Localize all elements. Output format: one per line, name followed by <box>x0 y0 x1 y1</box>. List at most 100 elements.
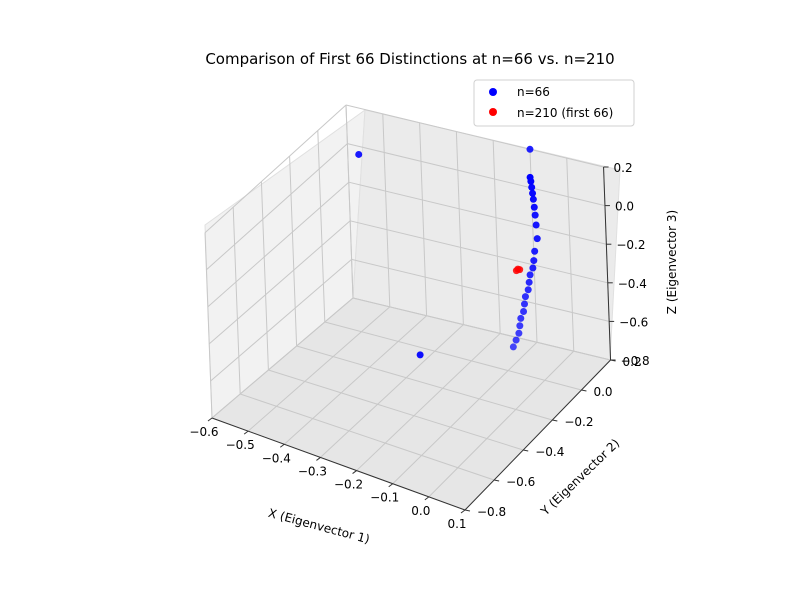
legend-box <box>473 79 635 127</box>
data-points <box>355 145 541 359</box>
legend-label-n66: n=66 <box>517 85 550 99</box>
x-tick-label: −0.4 <box>262 451 291 465</box>
grid-line-x <box>320 324 464 458</box>
grid-line-x <box>455 131 464 325</box>
y-tick-mark <box>581 389 587 392</box>
axis-lines <box>207 166 616 514</box>
point-n66 <box>520 307 528 315</box>
point-n66 <box>416 351 424 359</box>
grid-line-x <box>392 341 538 485</box>
grid-line-y <box>324 321 582 391</box>
grid-line-x <box>382 113 391 307</box>
grid-line-x <box>356 333 501 471</box>
grid-line-z <box>206 143 348 271</box>
grid-line-x <box>247 306 391 432</box>
point-n66 <box>516 322 524 330</box>
chart-title: Comparison of First 66 Distinctions at n… <box>205 50 614 68</box>
x-tick-label: 0.0 <box>411 504 430 518</box>
y-tick-label: −0.4 <box>535 445 564 459</box>
y-tick-label: 0.0 <box>593 385 612 399</box>
grid-line-y <box>268 369 524 451</box>
grid-line-y <box>289 156 298 347</box>
point-n66 <box>533 235 541 243</box>
point-n66 <box>355 150 363 158</box>
point-n66 <box>526 271 534 279</box>
z-tick-label: −0.8 <box>621 354 650 368</box>
x-axis-line <box>211 417 466 511</box>
x-tick-mark <box>316 457 321 461</box>
x-tick-label: −0.5 <box>226 438 255 452</box>
grid-line-z <box>347 143 606 207</box>
x-tick-mark <box>460 509 466 514</box>
x-tick-label: 0.1 <box>447 517 466 531</box>
y-tick-label: −0.2 <box>564 415 593 429</box>
grid-line-x <box>283 315 427 445</box>
x-tick-label: −0.1 <box>370 491 399 505</box>
y-axis-line <box>464 359 611 511</box>
point-n66 <box>528 183 536 191</box>
y-tick-mark <box>464 509 471 512</box>
y-tick-mark <box>523 449 529 452</box>
grid-line-y <box>240 393 495 481</box>
z-tick-label: 0.2 <box>614 161 633 175</box>
grid-line-z <box>350 220 608 284</box>
grid-line-z <box>352 297 611 361</box>
grid-line-z <box>208 220 351 345</box>
point-n66 <box>532 221 540 229</box>
grid-line-y <box>232 207 241 395</box>
z-tick-label: 0.0 <box>615 200 634 214</box>
z-tick-label: −0.6 <box>619 315 648 329</box>
tick-labels: −0.6 −0.5 −0.4 −0.3 −0.2 −0.1 0.0 0.1 −0.8 −0.6 −0… <box>189 161 649 531</box>
x-tick-mark <box>388 483 394 488</box>
legend: n=66 n=210 (first 66) <box>473 79 635 127</box>
grid-line-y <box>204 232 213 419</box>
y-tick-mark <box>494 479 500 482</box>
point-n66 <box>512 336 520 344</box>
y-tick-label: −0.6 <box>506 475 535 489</box>
grid-line-y <box>317 130 326 323</box>
point-n66 <box>525 278 533 286</box>
axes-panes <box>204 108 621 511</box>
grid-line-x <box>492 140 501 334</box>
point-n66 <box>526 145 534 153</box>
point-n66 <box>527 177 535 185</box>
grid-line-x <box>419 122 428 316</box>
grid-line-x <box>428 350 575 498</box>
point-n66 <box>515 329 523 337</box>
z-tick-label: −0.2 <box>616 238 645 252</box>
point-n66 <box>524 286 532 294</box>
y-tick-label: 0.2 <box>623 355 642 369</box>
grid-line-z <box>207 181 350 308</box>
point-n66 <box>530 203 538 211</box>
point-n66 <box>529 264 537 272</box>
grid-line-y <box>260 181 269 371</box>
x-tick-label: −0.3 <box>298 464 327 478</box>
x-tick-mark <box>279 443 285 448</box>
legend-label-n210: n=210 (first 66) <box>517 106 613 120</box>
point-n66 <box>529 195 537 203</box>
grid-line-z <box>348 181 607 245</box>
y-tick-mark <box>552 419 558 422</box>
grid-line-y <box>345 104 354 299</box>
grid-line-x <box>566 158 575 352</box>
x-tick-label: −0.2 <box>334 478 363 492</box>
x-tick-mark <box>207 417 213 422</box>
x-tick-mark <box>352 470 357 474</box>
point-n66 <box>530 257 538 265</box>
x-tick-mark <box>243 430 249 435</box>
point-n66 <box>509 343 517 351</box>
z-axis-label: Z (Eigenvector 3) <box>665 210 679 314</box>
grid-line-z <box>345 104 604 168</box>
legend-marker-n210 <box>489 108 497 116</box>
point-n210 <box>512 267 520 275</box>
z-tick-label: −0.4 <box>618 277 647 291</box>
grid-line-y <box>296 345 553 421</box>
point-n66 <box>531 211 539 219</box>
z-axis-line <box>603 166 612 361</box>
grid-line-z <box>211 297 354 419</box>
y-tick-label: −0.8 <box>477 505 506 519</box>
x-tick-mark <box>424 496 430 501</box>
point-n66 <box>531 247 539 255</box>
legend-marker-n66 <box>489 88 497 96</box>
